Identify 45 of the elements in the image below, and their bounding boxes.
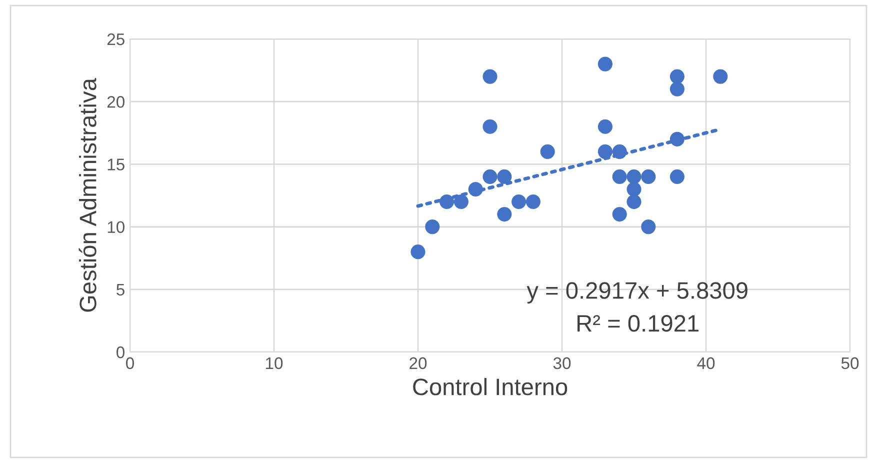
point xyxy=(526,194,540,210)
y-tick-label: 25 xyxy=(107,33,124,46)
y-tick-label: 10 xyxy=(108,221,124,234)
x-tick-label: 40 xyxy=(697,357,715,370)
point xyxy=(482,169,498,184)
y-axis-title: Gestión Administrativa xyxy=(78,78,96,312)
point xyxy=(612,206,627,222)
point xyxy=(670,69,684,84)
x-tick-label: 50 xyxy=(841,357,859,370)
point xyxy=(482,69,498,84)
point xyxy=(626,169,642,184)
y-tick-label: 20 xyxy=(107,96,124,108)
x-tick-label: 10 xyxy=(266,357,283,370)
x-tick-label: 20 xyxy=(410,357,427,370)
point xyxy=(626,182,642,197)
point xyxy=(670,169,684,184)
point xyxy=(713,69,728,84)
point xyxy=(598,144,612,159)
point xyxy=(540,144,555,159)
x-axis-title: Control Interno xyxy=(413,378,568,396)
point xyxy=(670,82,684,96)
point xyxy=(641,169,656,184)
annotation: y = 0.2917x + 5.8309 xyxy=(526,282,748,304)
point xyxy=(468,182,483,197)
point xyxy=(598,56,612,72)
point xyxy=(512,194,526,210)
point xyxy=(598,119,612,134)
point xyxy=(641,220,656,234)
annotation: R² = 0.1921 xyxy=(578,315,698,332)
point xyxy=(425,220,440,234)
point xyxy=(612,144,627,159)
point xyxy=(670,132,684,146)
point xyxy=(410,244,426,260)
x-tick-label: 30 xyxy=(553,357,571,370)
point xyxy=(497,169,512,184)
point xyxy=(482,119,498,134)
point xyxy=(454,194,468,210)
y-tick-label: 0 xyxy=(116,346,124,358)
y-tick-label: 15 xyxy=(108,158,124,170)
point xyxy=(497,206,512,222)
point xyxy=(440,194,454,210)
x-tick-label: 0 xyxy=(126,357,134,370)
y-tick-label: 5 xyxy=(116,284,124,296)
point xyxy=(626,194,642,210)
point xyxy=(612,169,627,184)
